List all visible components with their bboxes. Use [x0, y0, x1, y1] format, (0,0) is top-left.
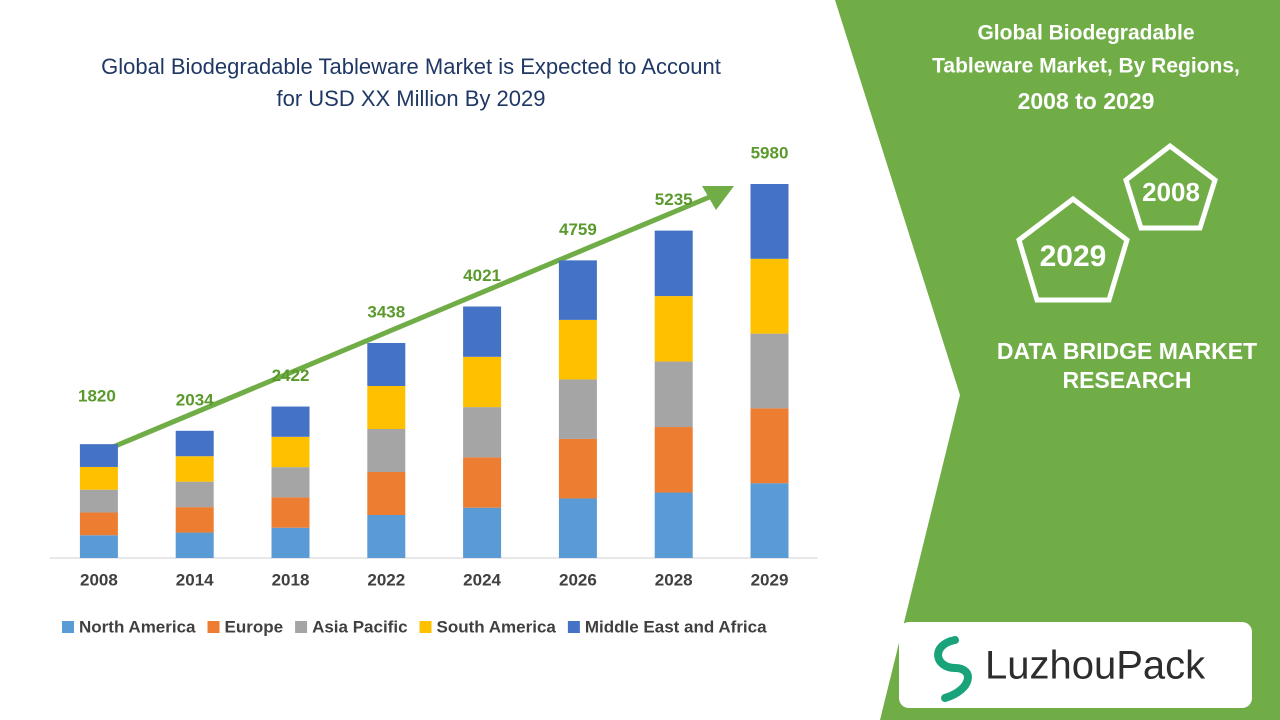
- total-label: 3438: [367, 302, 405, 321]
- x-tick-label: 2026: [559, 570, 597, 589]
- brand-text: DATA BRIDGE MARKET: [997, 338, 1257, 364]
- bar-segment: [463, 407, 502, 458]
- chart-title: Global Biodegradable Tableware Market is…: [101, 54, 721, 79]
- legend-swatch: [207, 621, 220, 633]
- bar-segment: [79, 535, 118, 558]
- bar-segment: [463, 457, 502, 508]
- bar-segment: [558, 438, 597, 499]
- legend-swatch: [419, 621, 432, 633]
- bar-segment: [654, 230, 693, 297]
- bar-segment: [367, 471, 406, 515]
- bar-segment: [654, 361, 693, 428]
- legend-label: South America: [437, 617, 557, 636]
- bar-segment: [271, 527, 310, 558]
- bar-segment: [79, 489, 118, 513]
- logo-text: LuzhouPack: [985, 644, 1206, 688]
- bar-segment: [463, 306, 502, 357]
- panel-title: Tableware Market, By Regions,: [932, 55, 1240, 78]
- green-panel: [835, 0, 1280, 720]
- x-tick-label: 2008: [80, 570, 118, 589]
- legend-label: Middle East and Africa: [585, 617, 767, 636]
- bar-segment: [463, 356, 502, 408]
- x-tick-label: 2014: [176, 570, 214, 589]
- arrow-head: [702, 186, 734, 210]
- x-tick-label: 2022: [367, 570, 405, 589]
- badge-shape: [1123, 142, 1218, 231]
- total-label: 2422: [272, 366, 310, 385]
- x-tick-label: 2028: [655, 570, 693, 589]
- total-label: 4759: [559, 220, 597, 239]
- bar-segment: [175, 532, 214, 558]
- bar-segment: [654, 427, 693, 493]
- bar-segment: [558, 379, 597, 439]
- bar-segment: [463, 507, 502, 558]
- chart-title: for USD XX Million By 2029: [277, 86, 546, 111]
- bar-segment: [750, 483, 789, 558]
- badge-shape: [1016, 195, 1130, 303]
- legend-label: North America: [79, 617, 196, 636]
- bar-segment: [750, 408, 789, 484]
- bar-segment: [750, 258, 789, 334]
- panel-title: Global Biodegradable: [977, 22, 1194, 45]
- total-label: 1820: [78, 387, 116, 406]
- bar-segment: [79, 512, 118, 536]
- total-label: 2034: [176, 390, 214, 409]
- bar-segment: [175, 507, 214, 533]
- badge-label: 2029: [1040, 240, 1107, 273]
- bar-segment: [271, 467, 310, 498]
- bar-segment: [558, 319, 597, 380]
- trend-arrow: [81, 193, 713, 463]
- bar-segment: [654, 492, 693, 558]
- panel-title: 2008 to 2029: [1018, 88, 1155, 114]
- bar-segment: [175, 481, 214, 508]
- bar-segment: [558, 260, 597, 320]
- bar-segment: [654, 296, 693, 362]
- bar-segment: [558, 498, 597, 558]
- x-tick-label: 2029: [751, 570, 789, 589]
- bar-segment: [271, 436, 310, 468]
- bar-segment: [367, 385, 406, 429]
- bar-segment: [367, 514, 406, 558]
- x-tick-label: 2018: [272, 570, 310, 589]
- bar-segment: [367, 428, 406, 472]
- bar-segment: [175, 456, 214, 482]
- bar-segment: [271, 406, 310, 437]
- legend-label: Asia Pacific: [312, 617, 407, 636]
- bar-segment: [750, 184, 789, 259]
- bar-segment: [367, 342, 406, 386]
- legend-swatch: [62, 621, 74, 633]
- bar-segment: [79, 466, 118, 490]
- legend-swatch: [567, 621, 580, 633]
- brand-text: RESEARCH: [1062, 367, 1191, 393]
- total-label: 4021: [463, 266, 501, 285]
- badge-label: 2008: [1142, 177, 1200, 207]
- logo-box: [899, 622, 1252, 708]
- bar-segment: [175, 430, 214, 457]
- bar-segment: [271, 497, 310, 528]
- logo-icon: [934, 636, 972, 702]
- bar-segment: [79, 444, 118, 467]
- legend-label: Europe: [225, 617, 284, 636]
- x-tick-label: 2024: [463, 570, 501, 589]
- legend-swatch: [295, 621, 308, 633]
- bar-segment: [750, 333, 789, 409]
- total-label: 5980: [751, 143, 789, 162]
- total-label: 5235: [655, 190, 693, 209]
